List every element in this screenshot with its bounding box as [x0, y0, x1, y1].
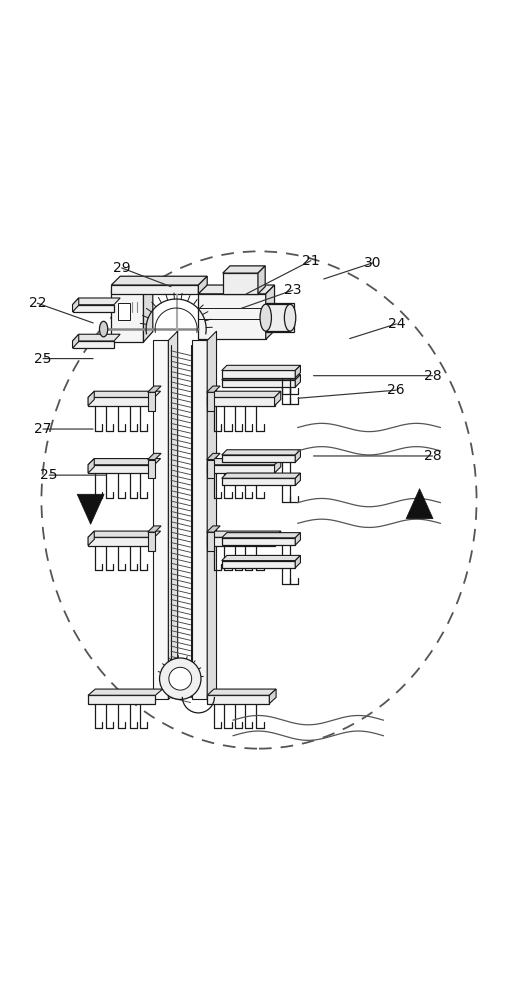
Bar	[222, 478, 295, 485]
Bar	[111, 290, 143, 342]
Bar	[222, 538, 295, 545]
Bar	[222, 370, 295, 378]
Polygon shape	[222, 555, 300, 561]
Polygon shape	[275, 391, 281, 406]
Bar	[207, 397, 275, 406]
Polygon shape	[222, 450, 300, 455]
Circle shape	[160, 658, 201, 699]
Polygon shape	[223, 266, 265, 273]
Polygon shape	[295, 375, 300, 387]
Text: 28: 28	[424, 449, 441, 463]
Bar	[73, 305, 114, 312]
Polygon shape	[258, 266, 265, 294]
Bar	[111, 285, 198, 294]
Polygon shape	[168, 331, 178, 699]
Bar	[207, 532, 214, 551]
Polygon shape	[88, 459, 161, 465]
Bar	[148, 532, 155, 551]
Bar	[222, 455, 295, 462]
Bar	[148, 392, 155, 411]
Bar	[222, 380, 295, 387]
Bar	[207, 695, 269, 704]
Polygon shape	[88, 531, 161, 537]
Text: 28: 28	[424, 369, 441, 383]
Polygon shape	[77, 494, 104, 524]
Polygon shape	[88, 531, 94, 546]
Bar	[198, 294, 266, 339]
Polygon shape	[88, 391, 94, 406]
Bar	[207, 465, 275, 473]
Bar	[207, 537, 275, 546]
Polygon shape	[207, 331, 217, 699]
Polygon shape	[222, 473, 300, 478]
Text: 27: 27	[34, 422, 52, 436]
Polygon shape	[73, 298, 79, 312]
Bar	[88, 537, 154, 546]
Polygon shape	[88, 459, 94, 473]
Polygon shape	[207, 526, 220, 532]
Bar	[73, 341, 114, 348]
Polygon shape	[73, 334, 79, 348]
Polygon shape	[295, 555, 300, 568]
Text: 26: 26	[387, 383, 405, 397]
Polygon shape	[275, 459, 281, 473]
Text: 24: 24	[387, 317, 405, 331]
Bar	[223, 273, 258, 294]
Text: 25: 25	[40, 468, 58, 482]
Polygon shape	[88, 391, 161, 397]
Ellipse shape	[260, 304, 271, 331]
Polygon shape	[295, 533, 300, 545]
Ellipse shape	[284, 304, 296, 331]
Bar	[88, 695, 155, 704]
Bar	[148, 460, 155, 478]
Polygon shape	[143, 280, 153, 342]
Polygon shape	[295, 450, 300, 462]
Polygon shape	[222, 365, 300, 370]
Bar	[192, 340, 207, 699]
Ellipse shape	[99, 321, 108, 337]
Circle shape	[169, 667, 192, 690]
Text: 29: 29	[113, 261, 131, 275]
Bar	[88, 465, 154, 473]
Polygon shape	[148, 386, 161, 392]
Bar	[153, 340, 168, 699]
Bar	[222, 561, 295, 568]
Polygon shape	[111, 276, 207, 285]
Polygon shape	[111, 280, 153, 290]
Polygon shape	[207, 459, 281, 465]
Polygon shape	[207, 689, 276, 695]
Polygon shape	[266, 285, 275, 339]
Polygon shape	[148, 526, 161, 532]
Text: 22: 22	[28, 296, 46, 310]
Polygon shape	[207, 453, 220, 460]
Polygon shape	[73, 298, 120, 305]
Bar	[118, 303, 130, 320]
Polygon shape	[198, 285, 275, 294]
Polygon shape	[295, 365, 300, 378]
Bar	[207, 392, 214, 411]
Text: 30: 30	[364, 256, 382, 270]
Bar	[207, 460, 214, 478]
Polygon shape	[406, 489, 433, 519]
Polygon shape	[73, 334, 120, 341]
Polygon shape	[198, 276, 207, 294]
Text: 21: 21	[302, 254, 320, 268]
Polygon shape	[295, 473, 300, 485]
Bar	[266, 303, 294, 332]
Polygon shape	[207, 386, 220, 392]
Polygon shape	[148, 453, 161, 460]
Polygon shape	[207, 531, 281, 537]
Polygon shape	[269, 689, 276, 704]
Text: 23: 23	[284, 283, 301, 297]
Polygon shape	[207, 391, 281, 397]
Polygon shape	[275, 531, 281, 546]
Polygon shape	[222, 533, 300, 538]
Polygon shape	[88, 689, 163, 695]
Polygon shape	[222, 375, 300, 380]
Bar	[88, 397, 154, 406]
Text: 25: 25	[34, 352, 52, 366]
